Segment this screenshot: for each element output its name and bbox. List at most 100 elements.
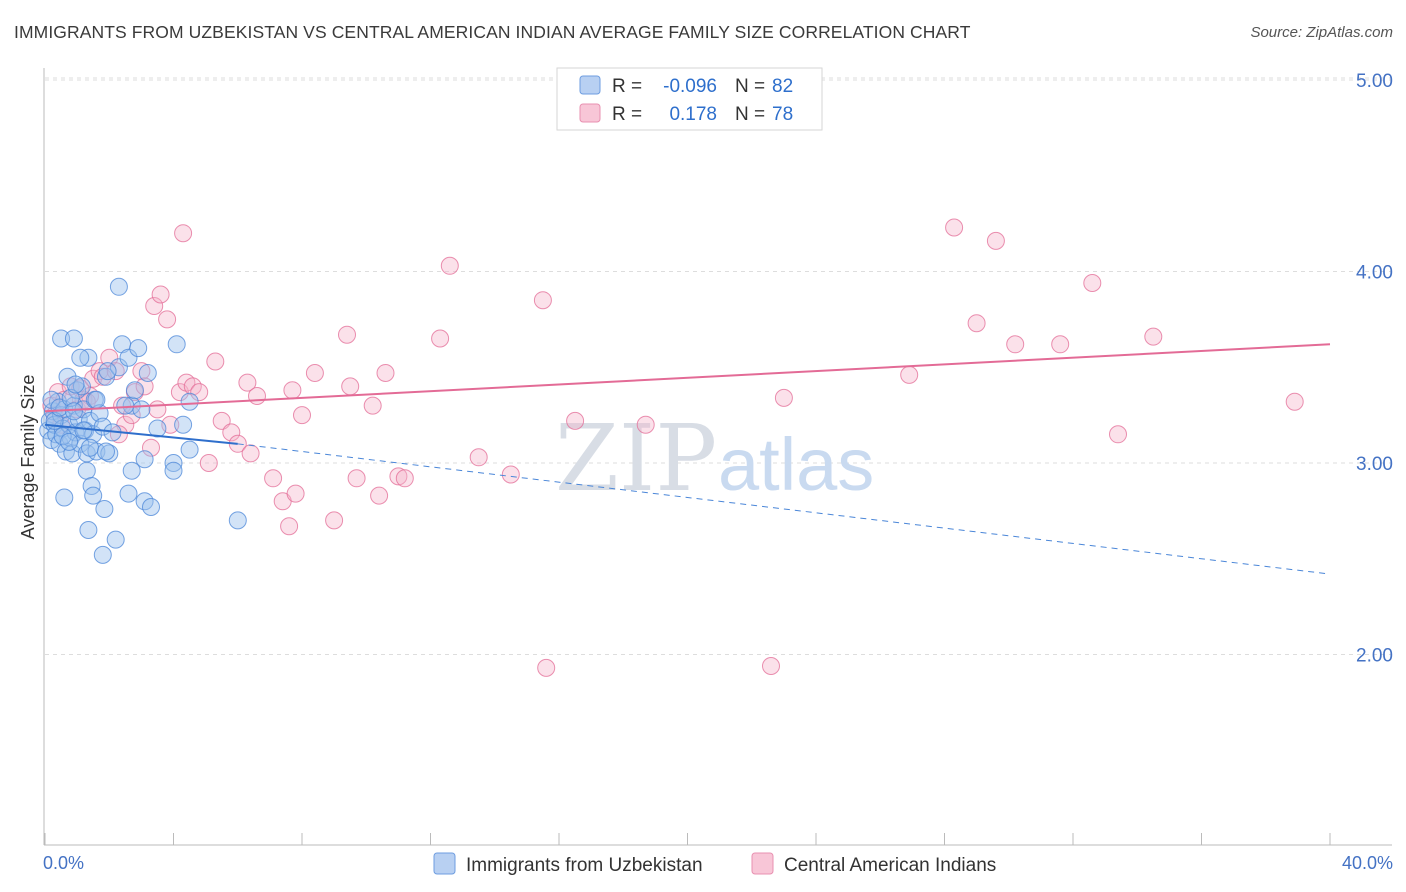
point-central-american-indian xyxy=(1144,327,1163,346)
point-central-american-indian xyxy=(145,297,164,315)
point-central-american-indian xyxy=(286,484,305,503)
source-label: Source: ZipAtlas.com xyxy=(1250,24,1393,41)
point-central-american-indian xyxy=(967,314,986,333)
point-central-american-indian xyxy=(395,469,414,488)
x-tick-label-max: 40.0% xyxy=(1342,853,1393,873)
point-central-american-indian xyxy=(142,438,160,457)
point-uzbekistan xyxy=(180,392,199,411)
point-central-american-indian xyxy=(135,377,154,396)
point-uzbekistan xyxy=(119,484,138,503)
watermark: ZIP atlas xyxy=(555,405,874,512)
stats-legend: R = -0.096 N = 82 R = 0.178 N = 78 xyxy=(556,67,823,131)
y-tick-label: 4.00 xyxy=(1356,263,1393,284)
trend-line-pink xyxy=(44,343,1331,413)
point-central-american-indian xyxy=(762,657,780,675)
gridlines xyxy=(45,77,1392,655)
point-central-american-indian xyxy=(900,365,919,384)
point-central-american-indian xyxy=(1285,392,1304,411)
legend-r-value-blue: -0.096 xyxy=(663,76,717,97)
point-uzbekistan xyxy=(129,339,148,358)
point-uzbekistan xyxy=(60,432,79,451)
y-tick-label: 3.00 xyxy=(1356,454,1393,475)
point-uzbekistan xyxy=(93,545,112,564)
point-central-american-indian xyxy=(341,377,360,396)
bottom-legend-swatch-blue xyxy=(433,852,456,875)
legend-n-value-blue: 82 xyxy=(772,76,793,97)
point-uzbekistan xyxy=(71,348,90,367)
point-central-american-indian xyxy=(537,658,556,677)
y-axis-label: Average Family Size xyxy=(18,375,38,540)
legend-n-label-pink: N = xyxy=(735,104,765,125)
point-central-american-indian xyxy=(283,381,302,400)
series-legend: Immigrants from Uzbekistan Central Ameri… xyxy=(433,852,996,876)
point-uzbekistan xyxy=(167,335,186,354)
point-uzbekistan xyxy=(119,348,138,367)
point-central-american-indian xyxy=(109,425,128,444)
point-uzbekistan xyxy=(142,498,160,516)
point-central-american-indian xyxy=(151,285,170,304)
point-uzbekistan xyxy=(84,486,103,505)
point-central-american-indian xyxy=(206,352,225,371)
bottom-legend-label-blue: Immigrants from Uzbekistan xyxy=(466,855,703,876)
point-central-american-indian xyxy=(325,511,344,530)
point-uzbekistan xyxy=(77,461,96,480)
watermark-atlas: atlas xyxy=(718,423,874,506)
point-uzbekistan xyxy=(52,329,71,348)
point-central-american-indian xyxy=(1006,335,1025,354)
legend-box xyxy=(556,67,823,131)
point-central-american-indian xyxy=(148,400,167,419)
trend-line-blue-solid xyxy=(44,423,238,445)
point-central-american-indian xyxy=(248,387,266,405)
point-central-american-indian xyxy=(222,423,241,442)
point-central-american-indian xyxy=(238,373,257,392)
point-central-american-indian xyxy=(1083,274,1102,292)
point-uzbekistan xyxy=(135,450,154,469)
y-tick-label: 2.00 xyxy=(1356,646,1393,667)
point-uzbekistan xyxy=(79,521,98,539)
point-uzbekistan xyxy=(81,438,99,457)
point-central-american-indian xyxy=(501,465,520,484)
point-central-american-indian xyxy=(1109,425,1127,444)
point-uzbekistan xyxy=(125,381,144,400)
bottom-legend-swatch-pink xyxy=(751,852,774,875)
point-uzbekistan xyxy=(132,400,151,419)
point-central-american-indian xyxy=(636,415,655,434)
point-uzbekistan xyxy=(164,454,183,472)
chart-title: IMMIGRANTS FROM UZBEKISTAN VS CENTRAL AM… xyxy=(14,22,971,42)
point-uzbekistan xyxy=(55,488,74,507)
point-central-american-indian xyxy=(774,388,793,407)
trend-line-blue-dashed xyxy=(237,443,1331,575)
point-central-american-indian xyxy=(212,411,231,430)
point-central-american-indian xyxy=(338,325,356,344)
legend-r-label-pink: R = xyxy=(612,104,642,125)
point-central-american-indian xyxy=(986,231,1005,250)
point-uzbekistan xyxy=(64,329,83,348)
point-uzbekistan xyxy=(122,461,141,480)
point-uzbekistan xyxy=(61,388,80,407)
point-uzbekistan xyxy=(148,419,167,438)
point-uzbekistan xyxy=(71,434,90,453)
legend-n-label-blue: N = xyxy=(735,76,765,97)
point-uzbekistan xyxy=(174,415,193,434)
point-central-american-indian xyxy=(440,256,459,275)
point-uzbekistan xyxy=(72,377,91,396)
point-central-american-indian xyxy=(305,364,324,382)
point-uzbekistan xyxy=(180,440,199,459)
point-central-american-indian xyxy=(363,396,382,415)
point-uzbekistan xyxy=(56,442,75,461)
legend-swatch-blue xyxy=(579,75,601,95)
point-central-american-indian xyxy=(264,469,283,488)
point-uzbekistan xyxy=(109,277,128,296)
watermark-zip: ZIP xyxy=(555,405,717,512)
point-uzbekistan xyxy=(64,402,83,421)
point-central-american-indian xyxy=(293,406,311,425)
y-tick-label: 5.00 xyxy=(1356,71,1393,92)
point-uzbekistan xyxy=(228,511,247,530)
point-uzbekistan xyxy=(95,500,114,518)
point-central-american-indian xyxy=(132,362,151,381)
point-central-american-indian xyxy=(389,467,408,486)
point-uzbekistan xyxy=(116,396,135,415)
point-uzbekistan xyxy=(82,477,101,495)
point-central-american-indian xyxy=(190,383,209,402)
bottom-legend-label-pink: Central American Indians xyxy=(784,855,996,876)
